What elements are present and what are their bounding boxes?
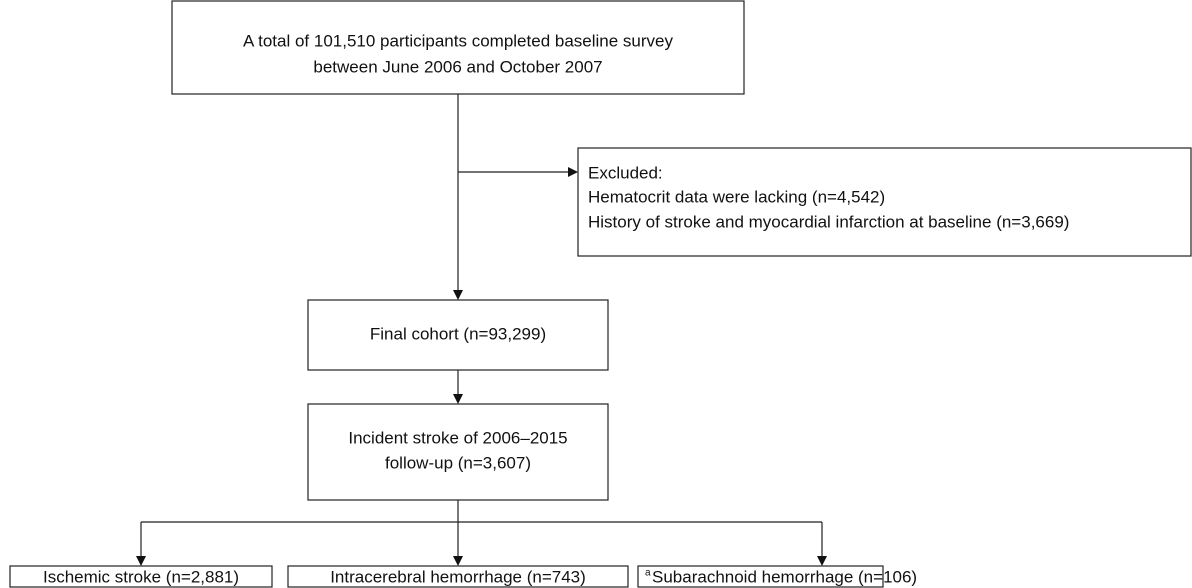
box	[307, 403, 609, 501]
arrowhead	[453, 290, 463, 300]
box-text: Final cohort (n=93,299)	[370, 324, 546, 343]
box-title: Excluded:	[588, 163, 663, 182]
box-text: Incident stroke of 2006–2015	[348, 428, 567, 447]
box	[287, 565, 629, 588]
box	[577, 147, 1192, 257]
box-text: Ischemic stroke (n=2,881)	[43, 567, 239, 586]
connectors	[136, 94, 827, 566]
arrowhead	[453, 394, 463, 404]
box-text: A total of 101,510 participants complete…	[243, 31, 673, 50]
box-text: History of stroke and myocardial infarct…	[588, 212, 1069, 231]
box	[637, 565, 884, 588]
arrowhead	[817, 556, 827, 566]
arrowhead	[453, 556, 463, 566]
box-text: Hematocrit data were lacking (n=4,542)	[588, 187, 885, 206]
arrowhead	[136, 556, 146, 566]
box-text: follow-up (n=3,607)	[385, 453, 531, 472]
box-text: Intracerebral hemorrhage (n=743)	[330, 567, 586, 586]
box-text: Subarachnoid hemorrhage (n=106)	[652, 567, 917, 586]
box-text: between June 2006 and October 2007	[313, 57, 602, 76]
box	[9, 565, 273, 588]
arrowhead	[568, 167, 578, 177]
box	[171, 0, 745, 95]
box	[307, 299, 609, 371]
footnote-marker: a	[645, 568, 651, 579]
